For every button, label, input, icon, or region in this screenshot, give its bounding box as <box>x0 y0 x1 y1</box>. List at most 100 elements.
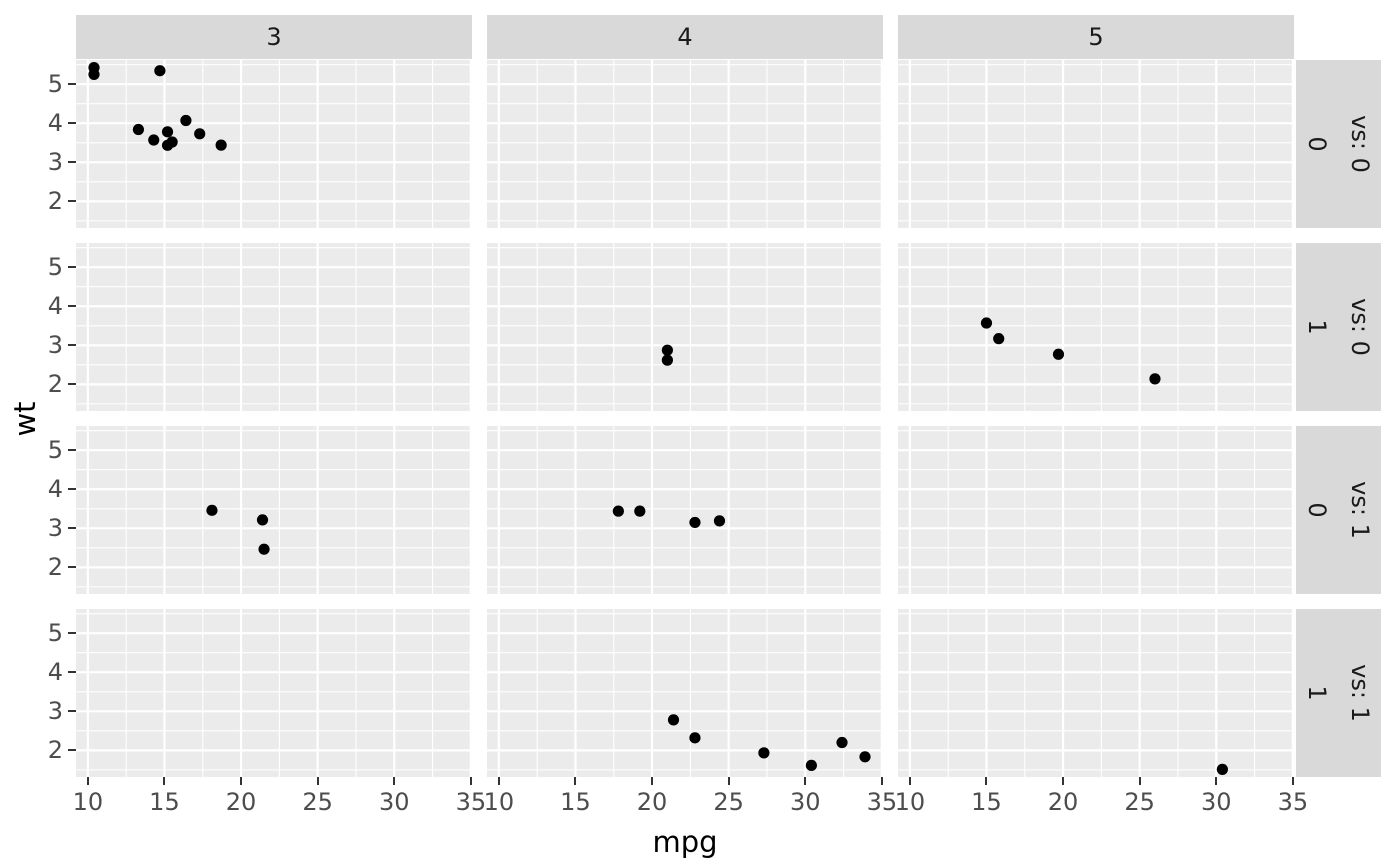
y-tick-mark <box>68 710 76 713</box>
x-tick-label: 10 <box>483 788 515 816</box>
y-tick-label: 5 <box>47 70 63 99</box>
x-axis-title: mpg <box>652 825 718 859</box>
data-point <box>836 736 848 749</box>
data-point <box>1149 373 1161 385</box>
facet-panel-r1c0 <box>76 243 472 411</box>
x-tick-label: 35 <box>866 788 898 816</box>
y-tick-label: 3 <box>47 331 63 360</box>
col-strip: 3 <box>76 15 472 59</box>
x-tick-mark <box>574 777 577 785</box>
x-tick-label: 30 <box>789 788 821 816</box>
data-point <box>993 333 1005 345</box>
col-strip-label: 5 <box>1088 23 1104 51</box>
y-axis-title: wt <box>8 400 43 437</box>
row-strip: 1 vs: 1 <box>1296 609 1381 777</box>
facet-panel-r1c1 <box>487 243 883 411</box>
x-tick-label: 15 <box>149 788 180 816</box>
data-point <box>194 128 206 140</box>
data-point <box>758 747 770 759</box>
y-tick-mark <box>68 749 76 752</box>
y-tick-label: 3 <box>47 148 63 177</box>
y-tick-label: 3 <box>47 514 63 543</box>
y-tick-mark <box>68 671 76 674</box>
y-tick-label: 4 <box>47 109 63 138</box>
x-tick-mark <box>651 777 654 785</box>
x-tick-label: 20 <box>225 788 257 816</box>
y-tick-mark <box>68 566 76 569</box>
x-tick-mark <box>316 777 319 785</box>
y-tick-mark <box>68 200 76 203</box>
col-strip: 4 <box>487 15 883 59</box>
data-point <box>1216 763 1228 775</box>
data-point <box>661 344 673 356</box>
facet-panel-r1c2 <box>898 243 1294 411</box>
facet-panel-r0c2 <box>898 60 1294 228</box>
x-tick-label: 30 <box>378 788 410 816</box>
x-tick-label: 30 <box>1200 788 1232 816</box>
y-tick-mark <box>68 527 76 530</box>
x-tick-mark <box>469 777 472 785</box>
row-strip: 0 vs: 0 <box>1296 60 1381 228</box>
row-strip-am-label: 0 <box>1303 502 1332 518</box>
y-tick-label: 2 <box>47 187 63 216</box>
data-point <box>661 354 673 366</box>
row-strip-am-label: 0 <box>1303 136 1332 152</box>
row-strip-vs-label: vs: 1 <box>1345 664 1374 722</box>
x-tick-label: 25 <box>1124 788 1155 816</box>
y-tick-mark <box>68 344 76 347</box>
x-tick-mark <box>240 777 243 785</box>
y-tick-label: 5 <box>47 436 63 465</box>
data-point <box>1052 348 1065 360</box>
x-tick-mark <box>908 777 911 785</box>
col-strip-label: 3 <box>266 23 282 51</box>
data-point <box>634 505 646 517</box>
facet-panel-r2c2 <box>898 426 1294 594</box>
data-point <box>859 751 871 763</box>
row-strip: 0 vs: 1 <box>1296 426 1381 594</box>
y-tick-mark <box>68 449 76 452</box>
data-point <box>713 515 726 527</box>
y-tick-label: 3 <box>47 697 63 726</box>
data-point <box>154 65 166 77</box>
col-strip-label: 4 <box>677 23 693 51</box>
x-tick-label: 15 <box>971 788 1002 816</box>
data-point <box>161 139 174 151</box>
y-tick-label: 5 <box>47 619 63 648</box>
x-tick-mark <box>1215 777 1218 785</box>
x-tick-mark <box>727 777 730 785</box>
data-point <box>161 126 174 138</box>
y-tick-mark <box>68 161 76 164</box>
x-tick-mark <box>1291 777 1294 785</box>
facet-panel-r3c2 <box>898 609 1294 777</box>
row-strip-vs-label: vs: 0 <box>1345 115 1374 173</box>
y-tick-mark <box>68 122 76 125</box>
data-point <box>612 505 624 517</box>
x-tick-label: 10 <box>72 788 104 816</box>
x-tick-label: 35 <box>1277 788 1309 816</box>
data-point <box>980 317 993 329</box>
x-tick-mark <box>985 777 988 785</box>
data-point <box>88 62 100 74</box>
x-tick-mark <box>393 777 396 785</box>
data-point <box>180 114 192 127</box>
data-point <box>206 504 218 516</box>
y-tick-mark <box>68 488 76 491</box>
data-point <box>689 516 701 529</box>
x-tick-label: 10 <box>894 788 926 816</box>
row-strip-am-label: 1 <box>1303 685 1332 701</box>
data-point <box>132 123 145 136</box>
x-tick-mark <box>1138 777 1141 785</box>
x-tick-label: 35 <box>455 788 487 816</box>
y-tick-label: 5 <box>47 253 63 282</box>
y-tick-label: 2 <box>47 553 63 582</box>
y-tick-mark <box>68 632 76 635</box>
y-tick-label: 2 <box>47 736 63 765</box>
x-tick-label: 20 <box>636 788 668 816</box>
facet-panel-r2c0 <box>76 426 472 594</box>
x-tick-mark <box>86 777 89 785</box>
y-tick-mark <box>68 266 76 269</box>
x-tick-mark <box>497 777 500 785</box>
row-strip-am-label: 1 <box>1303 319 1332 335</box>
facet-panel-r2c1 <box>487 426 883 594</box>
